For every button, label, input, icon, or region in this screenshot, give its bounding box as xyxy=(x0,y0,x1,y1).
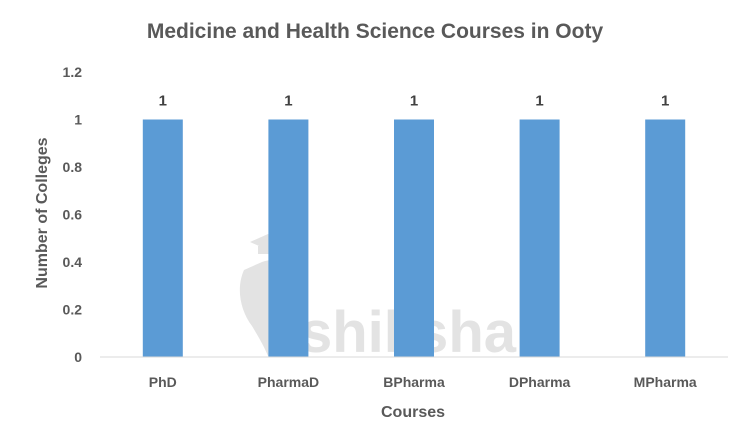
y-axis-ticks: 0 0.2 0.4 0.6 0.8 1 1.2 xyxy=(63,64,83,365)
y-tick-label: 1.2 xyxy=(63,64,83,80)
bars xyxy=(142,119,686,357)
data-label-dpharma: 1 xyxy=(535,93,543,110)
data-label-phd: 1 xyxy=(159,93,167,110)
bar-mpharma xyxy=(645,119,686,357)
x-axis-ticks: PhD PharmaD BPharma DPharma MPharma xyxy=(149,374,697,390)
x-tick-label-mpharma: MPharma xyxy=(634,374,697,390)
data-labels: 1 1 1 1 1 xyxy=(159,93,670,110)
bar-dpharma xyxy=(519,119,560,357)
y-tick-label: 1 xyxy=(74,112,82,128)
y-tick-label: 0 xyxy=(74,349,82,365)
y-axis-label: Number of Colleges xyxy=(34,137,51,288)
data-label-bpharma: 1 xyxy=(410,93,418,110)
x-tick-label-dpharma: DPharma xyxy=(509,374,571,390)
y-tick-label: 0.2 xyxy=(63,302,83,318)
y-tick-label: 0.6 xyxy=(63,207,83,223)
x-axis-label: Courses xyxy=(381,404,445,421)
chart-title: Medicine and Health Science Courses in O… xyxy=(147,20,604,43)
y-tick-label: 0.4 xyxy=(63,254,83,270)
bar-bpharma xyxy=(394,119,434,357)
data-label-pharmad: 1 xyxy=(284,93,292,110)
bar-phd xyxy=(142,119,183,357)
bar-pharmad xyxy=(268,119,309,357)
data-label-mpharma: 1 xyxy=(661,93,669,110)
x-tick-label-bpharma: BPharma xyxy=(383,374,445,390)
y-tick-label: 0.8 xyxy=(63,159,83,175)
x-tick-label-pharmad: PharmaD xyxy=(258,374,319,390)
x-tick-label-phd: PhD xyxy=(149,374,177,390)
